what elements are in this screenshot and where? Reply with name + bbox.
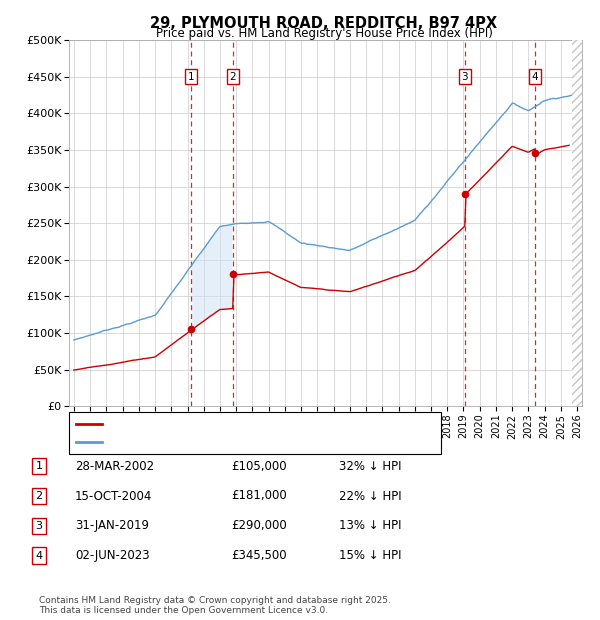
Text: 15% ↓ HPI: 15% ↓ HPI	[339, 549, 401, 562]
Text: 22% ↓ HPI: 22% ↓ HPI	[339, 490, 401, 502]
Text: 02-JUN-2023: 02-JUN-2023	[75, 549, 149, 562]
Text: £290,000: £290,000	[231, 520, 287, 532]
Text: Contains HM Land Registry data © Crown copyright and database right 2025.
This d: Contains HM Land Registry data © Crown c…	[39, 596, 391, 615]
Text: £345,500: £345,500	[231, 549, 287, 562]
Text: 32% ↓ HPI: 32% ↓ HPI	[339, 460, 401, 472]
Text: 29, PLYMOUTH ROAD, REDDITCH, B97 4PX (detached house): 29, PLYMOUTH ROAD, REDDITCH, B97 4PX (de…	[106, 418, 421, 428]
Text: 4: 4	[532, 72, 539, 82]
Text: 2: 2	[35, 491, 43, 501]
Text: HPI: Average price, detached house, Redditch: HPI: Average price, detached house, Redd…	[106, 437, 345, 447]
Text: 1: 1	[35, 461, 43, 471]
Text: £105,000: £105,000	[231, 460, 287, 472]
Text: 31-JAN-2019: 31-JAN-2019	[75, 520, 149, 532]
Text: £181,000: £181,000	[231, 490, 287, 502]
Text: 29, PLYMOUTH ROAD, REDDITCH, B97 4PX: 29, PLYMOUTH ROAD, REDDITCH, B97 4PX	[151, 16, 497, 30]
Text: 3: 3	[461, 72, 468, 82]
Text: 13% ↓ HPI: 13% ↓ HPI	[339, 520, 401, 532]
Text: 3: 3	[35, 521, 43, 531]
Text: Price paid vs. HM Land Registry's House Price Index (HPI): Price paid vs. HM Land Registry's House …	[155, 27, 493, 40]
Text: 15-OCT-2004: 15-OCT-2004	[75, 490, 152, 502]
Text: 2: 2	[229, 72, 236, 82]
Text: 4: 4	[35, 551, 43, 560]
Text: 1: 1	[188, 72, 194, 82]
Text: 28-MAR-2002: 28-MAR-2002	[75, 460, 154, 472]
